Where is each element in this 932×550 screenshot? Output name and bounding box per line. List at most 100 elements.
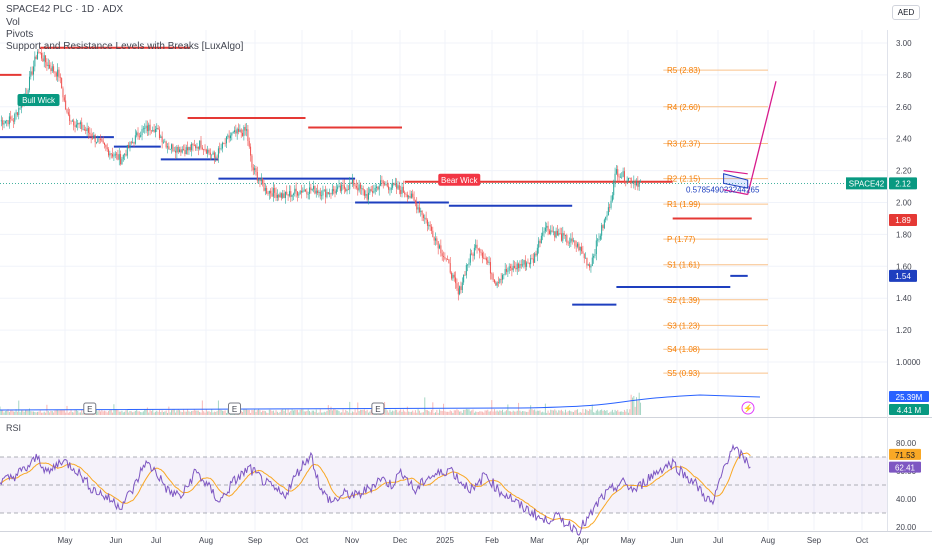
- pivot-label: R4 (2.60): [667, 103, 701, 112]
- volume-bar: [16, 411, 18, 415]
- candle-body: [378, 185, 380, 190]
- rsi-badge-bg: [889, 461, 921, 473]
- candle-body: [50, 68, 52, 72]
- candle-body: [560, 233, 562, 241]
- volume-bar: [104, 410, 106, 415]
- volume-bar: [626, 409, 628, 415]
- time-tick-label: Jul: [151, 536, 161, 545]
- candle-body: [507, 270, 509, 272]
- earnings-marker-label: E: [375, 405, 380, 414]
- volume-bar: [2, 410, 4, 415]
- candle-body: [63, 97, 65, 101]
- candle-body: [104, 142, 106, 145]
- candle-body: [61, 77, 63, 89]
- candle-body: [335, 189, 337, 194]
- candle-body: [598, 239, 600, 241]
- volume-bar: [79, 412, 81, 415]
- rsi-badge: 62.41: [895, 464, 916, 473]
- candle-body: [4, 121, 6, 124]
- volume-bar: [325, 412, 327, 415]
- candle-body: [65, 100, 67, 110]
- candle-body: [251, 155, 253, 168]
- candle-body: [637, 181, 639, 187]
- candle-body: [74, 125, 76, 128]
- candle-body: [382, 181, 384, 184]
- pivot-label: S1 (1.61): [667, 261, 700, 270]
- candle-body: [535, 253, 537, 256]
- volume-bar: [547, 410, 549, 415]
- candle-body: [153, 129, 155, 133]
- candle-body: [514, 265, 516, 268]
- candle-body: [121, 158, 123, 165]
- candle-body: [217, 148, 219, 158]
- candle-body: [372, 191, 374, 193]
- currency-button[interactable]: AED: [892, 5, 920, 20]
- volume-bar: [24, 409, 26, 415]
- candle-body: [468, 262, 470, 265]
- volume-bar: [528, 409, 530, 415]
- candle-body: [385, 183, 387, 185]
- indicator-pivots-label[interactable]: Pivots: [6, 29, 34, 40]
- volume-bar: [363, 409, 365, 415]
- volume-bar: [531, 409, 533, 415]
- candle-body: [7, 120, 9, 125]
- candle-body: [311, 189, 313, 191]
- candle-body: [195, 145, 197, 149]
- volume-bar: [172, 409, 174, 415]
- candle-body: [234, 130, 235, 132]
- candle-body: [638, 182, 640, 187]
- volume-bar: [571, 411, 573, 415]
- volume-bar: [61, 410, 63, 415]
- volume-bar: [264, 411, 266, 415]
- volume-bar: [634, 406, 636, 415]
- volume-bar: [456, 409, 458, 415]
- candle-body: [128, 145, 130, 149]
- price-tick-label: 1.20: [896, 326, 912, 335]
- volume-bar: [153, 412, 155, 415]
- rsi-line: [0, 443, 751, 536]
- volume-bar: [207, 411, 209, 415]
- candle-body: [397, 185, 399, 189]
- wick-label-text: Bull Wick: [22, 96, 56, 105]
- candle-body: [432, 230, 434, 238]
- candle-body: [469, 253, 471, 263]
- volume-bar: [609, 412, 611, 415]
- indicator-sr-label[interactable]: Support and Resistance Levels with Break…: [6, 41, 244, 52]
- candle-body: [524, 260, 526, 267]
- candle-body: [337, 186, 339, 190]
- candle-body: [325, 189, 327, 198]
- volume-bar: [158, 409, 160, 415]
- indicator-vol-label[interactable]: Vol: [6, 17, 20, 28]
- candle-body: [262, 178, 264, 184]
- volume-bar: [579, 411, 581, 415]
- candle-body: [152, 129, 154, 132]
- candle-body: [440, 245, 442, 254]
- candle-body: [578, 243, 580, 251]
- candle-body: [204, 149, 206, 151]
- candle-body: [314, 185, 316, 194]
- volume-bar: [418, 410, 420, 415]
- volume-bar: [97, 411, 99, 415]
- time-tick-label: Jun: [110, 536, 123, 545]
- volume-bar: [497, 411, 499, 415]
- earnings-marker-label: E: [87, 405, 92, 414]
- volume-bar: [211, 409, 213, 415]
- volume-bar: [213, 411, 215, 415]
- volume-bar: [489, 411, 491, 415]
- volume-bar: [622, 411, 624, 415]
- volume-bar: [606, 410, 608, 415]
- candle-body: [45, 55, 47, 63]
- candle-body: [623, 171, 625, 182]
- candle-body: [196, 146, 198, 149]
- candle-body: [412, 193, 414, 197]
- candle-body: [247, 129, 249, 141]
- candle-body: [503, 274, 505, 276]
- volume-bar: [550, 409, 552, 415]
- candle-body: [559, 233, 561, 234]
- price-tick-label: 2.00: [896, 199, 912, 208]
- volume-bar: [485, 410, 487, 415]
- time-tick-label: Sep: [248, 536, 263, 545]
- volume-bar: [469, 411, 471, 415]
- volume-bar: [546, 412, 548, 415]
